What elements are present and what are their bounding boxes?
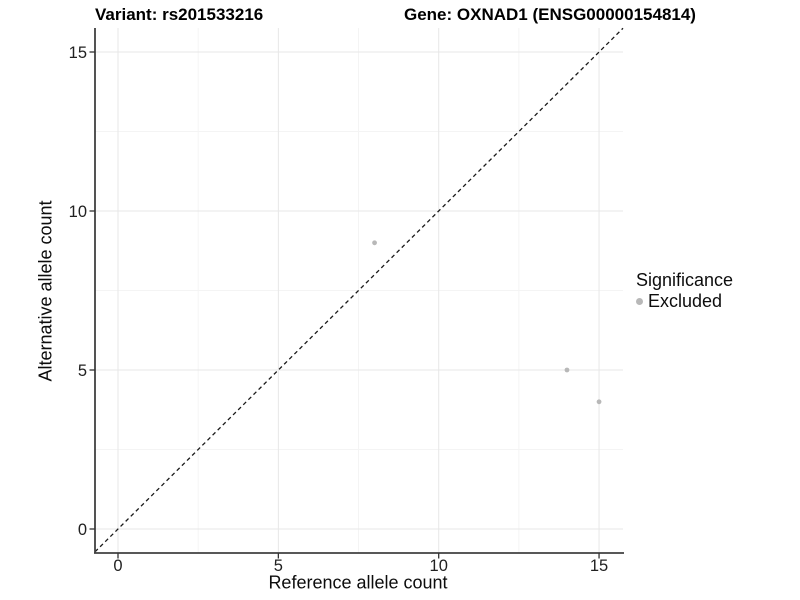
x-tick-label: 0 — [113, 557, 122, 575]
variant-title: Variant: rs201533216 — [95, 5, 264, 24]
legend-title: Significance — [636, 270, 734, 290]
excluded-point-icon — [636, 297, 643, 305]
legend: Significance Excluded — [636, 270, 733, 311]
y-axis-title: Alternative allele count — [35, 200, 56, 382]
data-point — [596, 399, 602, 405]
data-point — [564, 367, 570, 373]
identity-reference-line — [94, 27, 624, 553]
y-tick-label: 5 — [78, 362, 87, 380]
y-tick-label: 15 — [69, 44, 87, 62]
legend-item-excluded: Excluded — [636, 291, 733, 311]
x-tick-label: 5 — [274, 557, 283, 575]
x-axis-title: Reference allele count — [268, 572, 448, 593]
x-tick-label: 10 — [430, 557, 448, 575]
data-point — [372, 240, 377, 246]
x-tick-label: 15 — [590, 557, 608, 575]
legend-item-label: Excluded — [648, 291, 723, 311]
y-tick-label: 0 — [78, 521, 87, 539]
y-tick-label: 10 — [69, 203, 87, 221]
gene-title: Gene: OXNAD1 (ENSG00000154814) — [404, 5, 696, 24]
